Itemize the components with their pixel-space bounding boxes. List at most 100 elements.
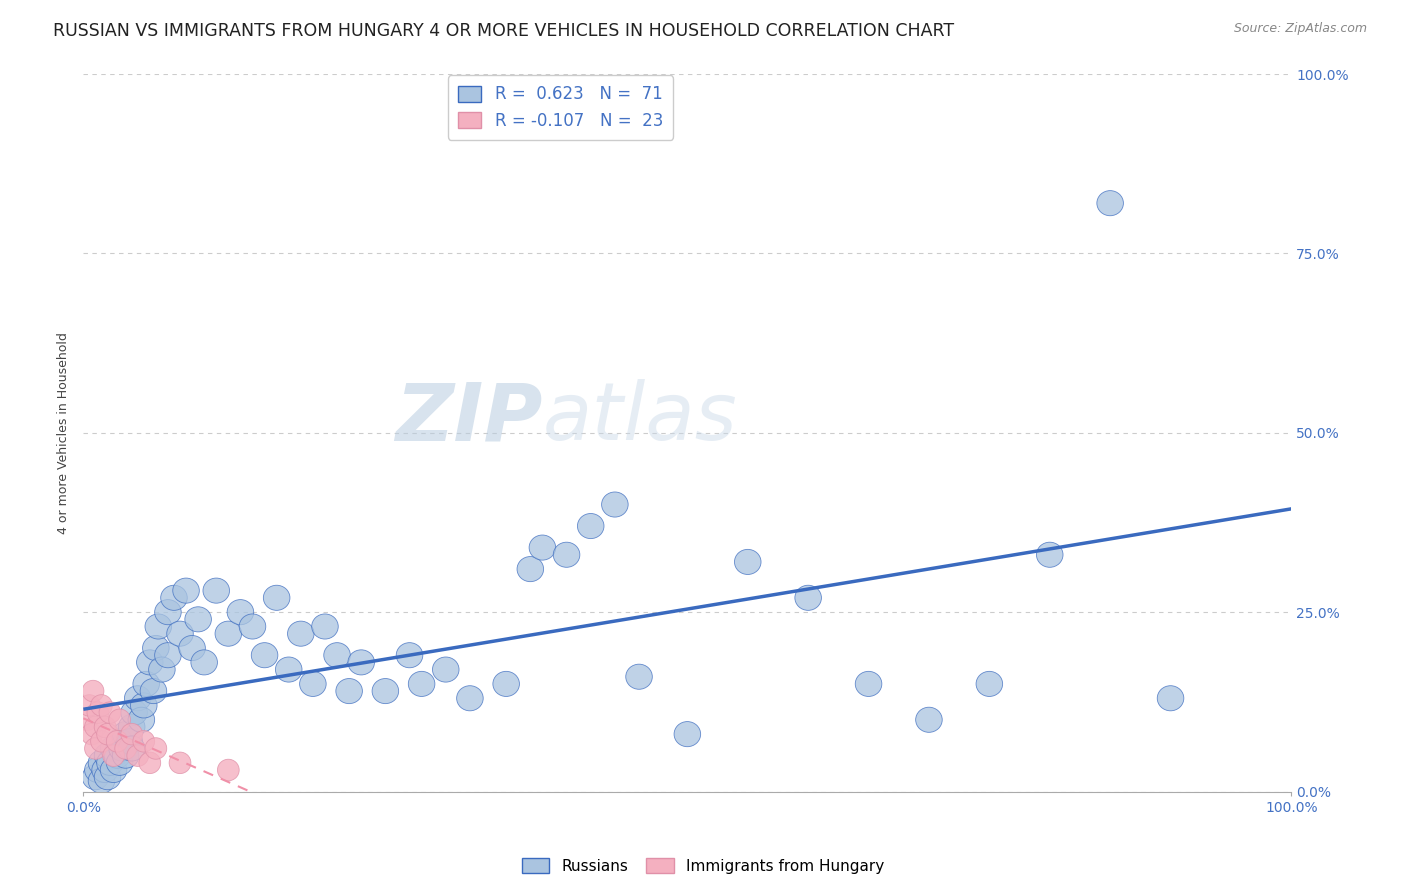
Ellipse shape: [84, 716, 107, 738]
Ellipse shape: [90, 695, 112, 716]
Ellipse shape: [84, 738, 107, 759]
Ellipse shape: [90, 731, 112, 752]
Ellipse shape: [794, 585, 821, 610]
Ellipse shape: [155, 642, 181, 668]
Ellipse shape: [239, 614, 266, 639]
Ellipse shape: [103, 745, 125, 766]
Ellipse shape: [323, 642, 350, 668]
Ellipse shape: [89, 750, 115, 775]
Ellipse shape: [1036, 542, 1063, 567]
Ellipse shape: [312, 614, 339, 639]
Ellipse shape: [408, 672, 434, 697]
Ellipse shape: [87, 702, 108, 723]
Ellipse shape: [494, 672, 519, 697]
Ellipse shape: [855, 672, 882, 697]
Ellipse shape: [94, 716, 115, 738]
Ellipse shape: [433, 657, 458, 682]
Ellipse shape: [104, 743, 131, 768]
Ellipse shape: [108, 709, 131, 731]
Ellipse shape: [94, 764, 121, 789]
Ellipse shape: [98, 702, 121, 723]
Ellipse shape: [107, 731, 128, 752]
Ellipse shape: [517, 557, 544, 582]
Ellipse shape: [142, 635, 169, 661]
Text: Source: ZipAtlas.com: Source: ZipAtlas.com: [1233, 22, 1367, 36]
Ellipse shape: [1097, 191, 1123, 216]
Ellipse shape: [252, 642, 278, 668]
Ellipse shape: [167, 621, 193, 646]
Text: ZIP: ZIP: [395, 379, 543, 458]
Ellipse shape: [79, 695, 100, 716]
Ellipse shape: [121, 723, 142, 745]
Ellipse shape: [91, 757, 118, 782]
Ellipse shape: [115, 729, 142, 754]
Ellipse shape: [529, 535, 555, 560]
Ellipse shape: [373, 679, 399, 704]
Legend: Russians, Immigrants from Hungary: Russians, Immigrants from Hungary: [516, 852, 890, 880]
Ellipse shape: [131, 693, 157, 718]
Ellipse shape: [976, 672, 1002, 697]
Ellipse shape: [136, 650, 163, 675]
Ellipse shape: [673, 722, 700, 747]
Ellipse shape: [97, 750, 124, 775]
Ellipse shape: [141, 679, 167, 704]
Ellipse shape: [108, 736, 135, 761]
Ellipse shape: [145, 614, 172, 639]
Ellipse shape: [173, 578, 200, 603]
Ellipse shape: [396, 642, 423, 668]
Ellipse shape: [127, 745, 149, 766]
Ellipse shape: [134, 672, 159, 697]
Ellipse shape: [121, 700, 148, 725]
Ellipse shape: [299, 672, 326, 697]
Ellipse shape: [118, 736, 145, 761]
Y-axis label: 4 or more Vehicles in Household: 4 or more Vehicles in Household: [58, 332, 70, 533]
Ellipse shape: [118, 714, 145, 739]
Ellipse shape: [107, 729, 134, 754]
Ellipse shape: [347, 650, 374, 675]
Ellipse shape: [112, 722, 139, 747]
Ellipse shape: [76, 709, 98, 731]
Text: RUSSIAN VS IMMIGRANTS FROM HUNGARY 4 OR MORE VEHICLES IN HOUSEHOLD CORRELATION C: RUSSIAN VS IMMIGRANTS FROM HUNGARY 4 OR …: [53, 22, 955, 40]
Ellipse shape: [554, 542, 579, 567]
Ellipse shape: [184, 607, 211, 632]
Text: atlas: atlas: [543, 379, 737, 458]
Ellipse shape: [89, 768, 115, 793]
Ellipse shape: [84, 757, 111, 782]
Ellipse shape: [915, 707, 942, 732]
Ellipse shape: [82, 723, 103, 745]
Ellipse shape: [82, 681, 104, 702]
Ellipse shape: [179, 635, 205, 661]
Ellipse shape: [128, 707, 155, 732]
Ellipse shape: [100, 736, 127, 761]
Ellipse shape: [94, 743, 121, 768]
Ellipse shape: [287, 621, 314, 646]
Ellipse shape: [139, 752, 160, 773]
Ellipse shape: [160, 585, 187, 610]
Ellipse shape: [215, 621, 242, 646]
Ellipse shape: [145, 738, 167, 759]
Ellipse shape: [602, 492, 628, 517]
Ellipse shape: [276, 657, 302, 682]
Ellipse shape: [107, 750, 134, 775]
Ellipse shape: [263, 585, 290, 610]
Ellipse shape: [218, 759, 239, 780]
Ellipse shape: [155, 599, 181, 624]
Ellipse shape: [115, 738, 136, 759]
Ellipse shape: [1157, 686, 1184, 711]
Ellipse shape: [734, 549, 761, 574]
Ellipse shape: [169, 752, 191, 773]
Ellipse shape: [97, 723, 118, 745]
Ellipse shape: [228, 599, 253, 624]
Ellipse shape: [125, 686, 150, 711]
Ellipse shape: [191, 650, 218, 675]
Ellipse shape: [626, 665, 652, 690]
Ellipse shape: [202, 578, 229, 603]
Ellipse shape: [82, 764, 108, 789]
Legend: R =  0.623   N =  71, R = -0.107   N =  23: R = 0.623 N = 71, R = -0.107 N = 23: [449, 75, 673, 139]
Ellipse shape: [457, 686, 484, 711]
Ellipse shape: [112, 743, 139, 768]
Ellipse shape: [149, 657, 176, 682]
Ellipse shape: [134, 731, 155, 752]
Ellipse shape: [336, 679, 363, 704]
Ellipse shape: [578, 514, 605, 539]
